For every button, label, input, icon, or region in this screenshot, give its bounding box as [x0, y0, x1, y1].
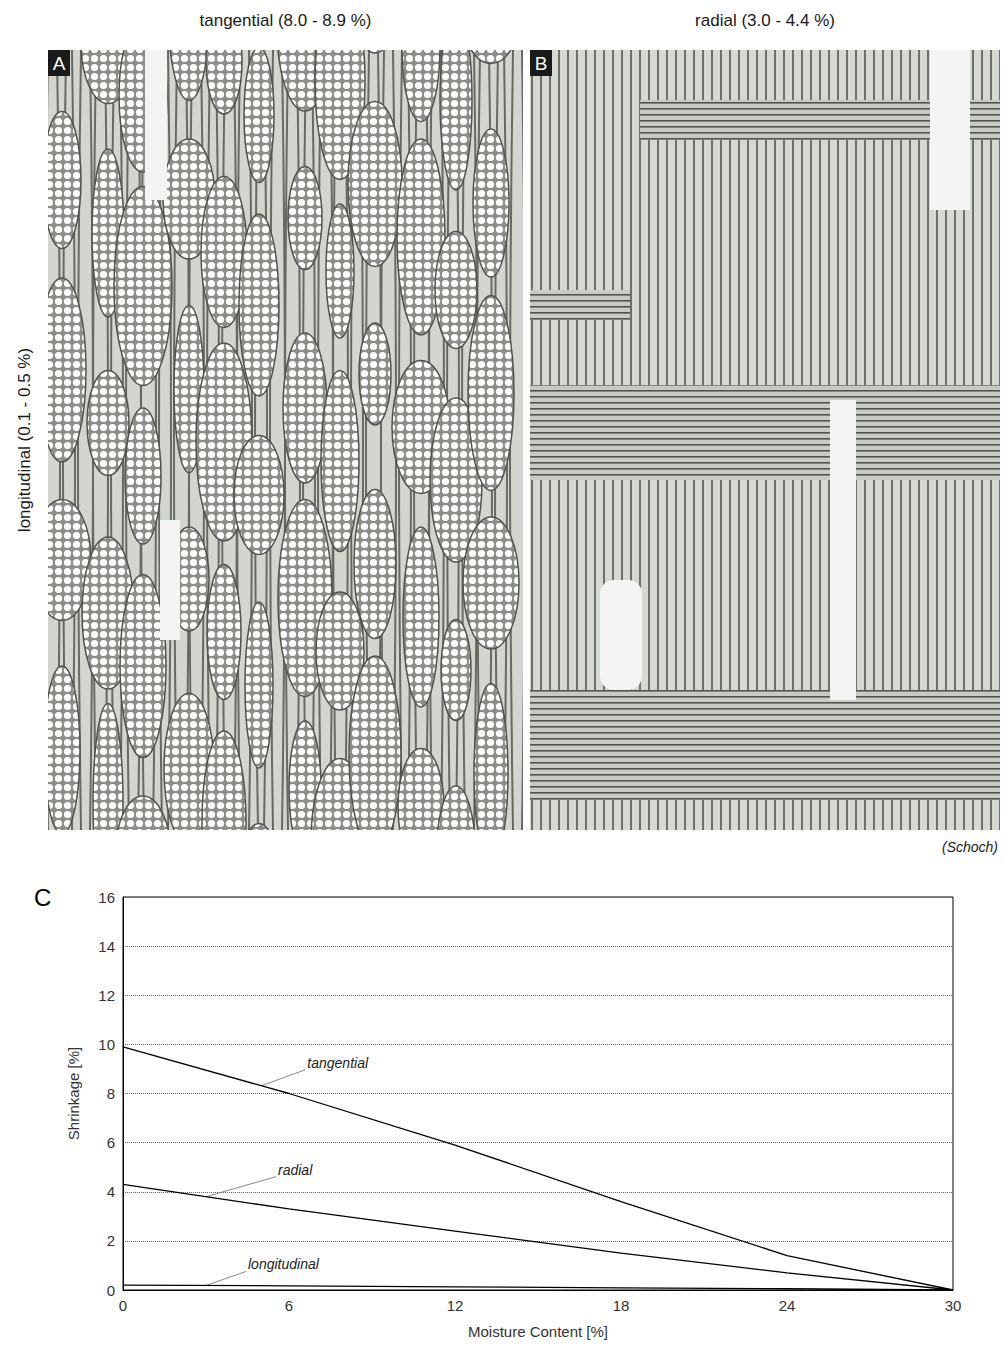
- svg-text:8: 8: [107, 1085, 115, 1102]
- svg-text:longitudinal: longitudinal: [248, 1256, 320, 1272]
- svg-text:12: 12: [98, 987, 115, 1004]
- svg-text:A: A: [53, 53, 66, 74]
- svg-text:Moisture Content [%]: Moisture Content [%]: [468, 1323, 608, 1340]
- svg-text:tangential (8.0 - 8.9 %): tangential (8.0 - 8.9 %): [200, 11, 372, 30]
- svg-text:30: 30: [945, 1297, 962, 1314]
- svg-text:6: 6: [107, 1134, 115, 1151]
- svg-text:4: 4: [107, 1183, 115, 1200]
- svg-text:12: 12: [447, 1297, 464, 1314]
- svg-text:2: 2: [107, 1232, 115, 1249]
- svg-text:longitudinal (0.1 - 0.5 %): longitudinal (0.1 - 0.5 %): [15, 348, 34, 532]
- svg-text:radial (3.0 - 4.4 %): radial (3.0 - 4.4 %): [695, 11, 835, 30]
- svg-text:18: 18: [613, 1297, 630, 1314]
- svg-text:14: 14: [98, 938, 115, 955]
- svg-text:Shrinkage [%]: Shrinkage [%]: [65, 1047, 82, 1140]
- html-text:C: C: [34, 884, 52, 911]
- svg-text:radial: radial: [278, 1162, 313, 1178]
- svg-text:10: 10: [98, 1036, 115, 1053]
- svg-text:tangential: tangential: [307, 1055, 369, 1071]
- svg-text:B: B: [535, 53, 548, 74]
- svg-text:0: 0: [107, 1282, 115, 1299]
- svg-text:16: 16: [98, 889, 115, 906]
- svg-text:0: 0: [119, 1297, 127, 1314]
- svg-text:6: 6: [285, 1297, 293, 1314]
- svg-text:24: 24: [779, 1297, 796, 1314]
- svg-text:(Schoch): (Schoch): [942, 839, 998, 855]
